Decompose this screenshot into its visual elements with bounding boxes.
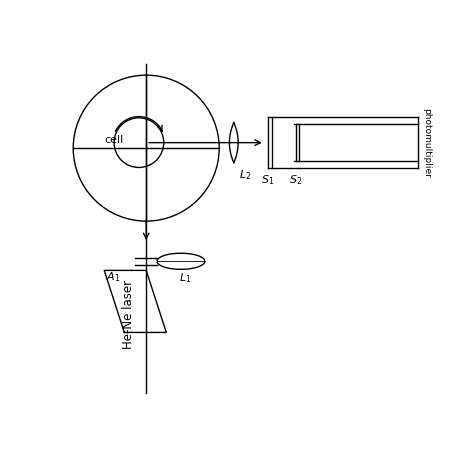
- Text: cell: cell: [105, 135, 124, 145]
- Text: $S_2$: $S_2$: [289, 173, 302, 188]
- Text: photomultiplier: photomultiplier: [422, 108, 431, 178]
- Text: $L_2$: $L_2$: [238, 168, 251, 182]
- Text: $A_1$: $A_1$: [106, 270, 120, 284]
- Text: $L_1$: $L_1$: [179, 272, 191, 285]
- Text: $S_1$: $S_1$: [261, 173, 274, 188]
- Text: He-Ne laser: He-Ne laser: [122, 280, 135, 349]
